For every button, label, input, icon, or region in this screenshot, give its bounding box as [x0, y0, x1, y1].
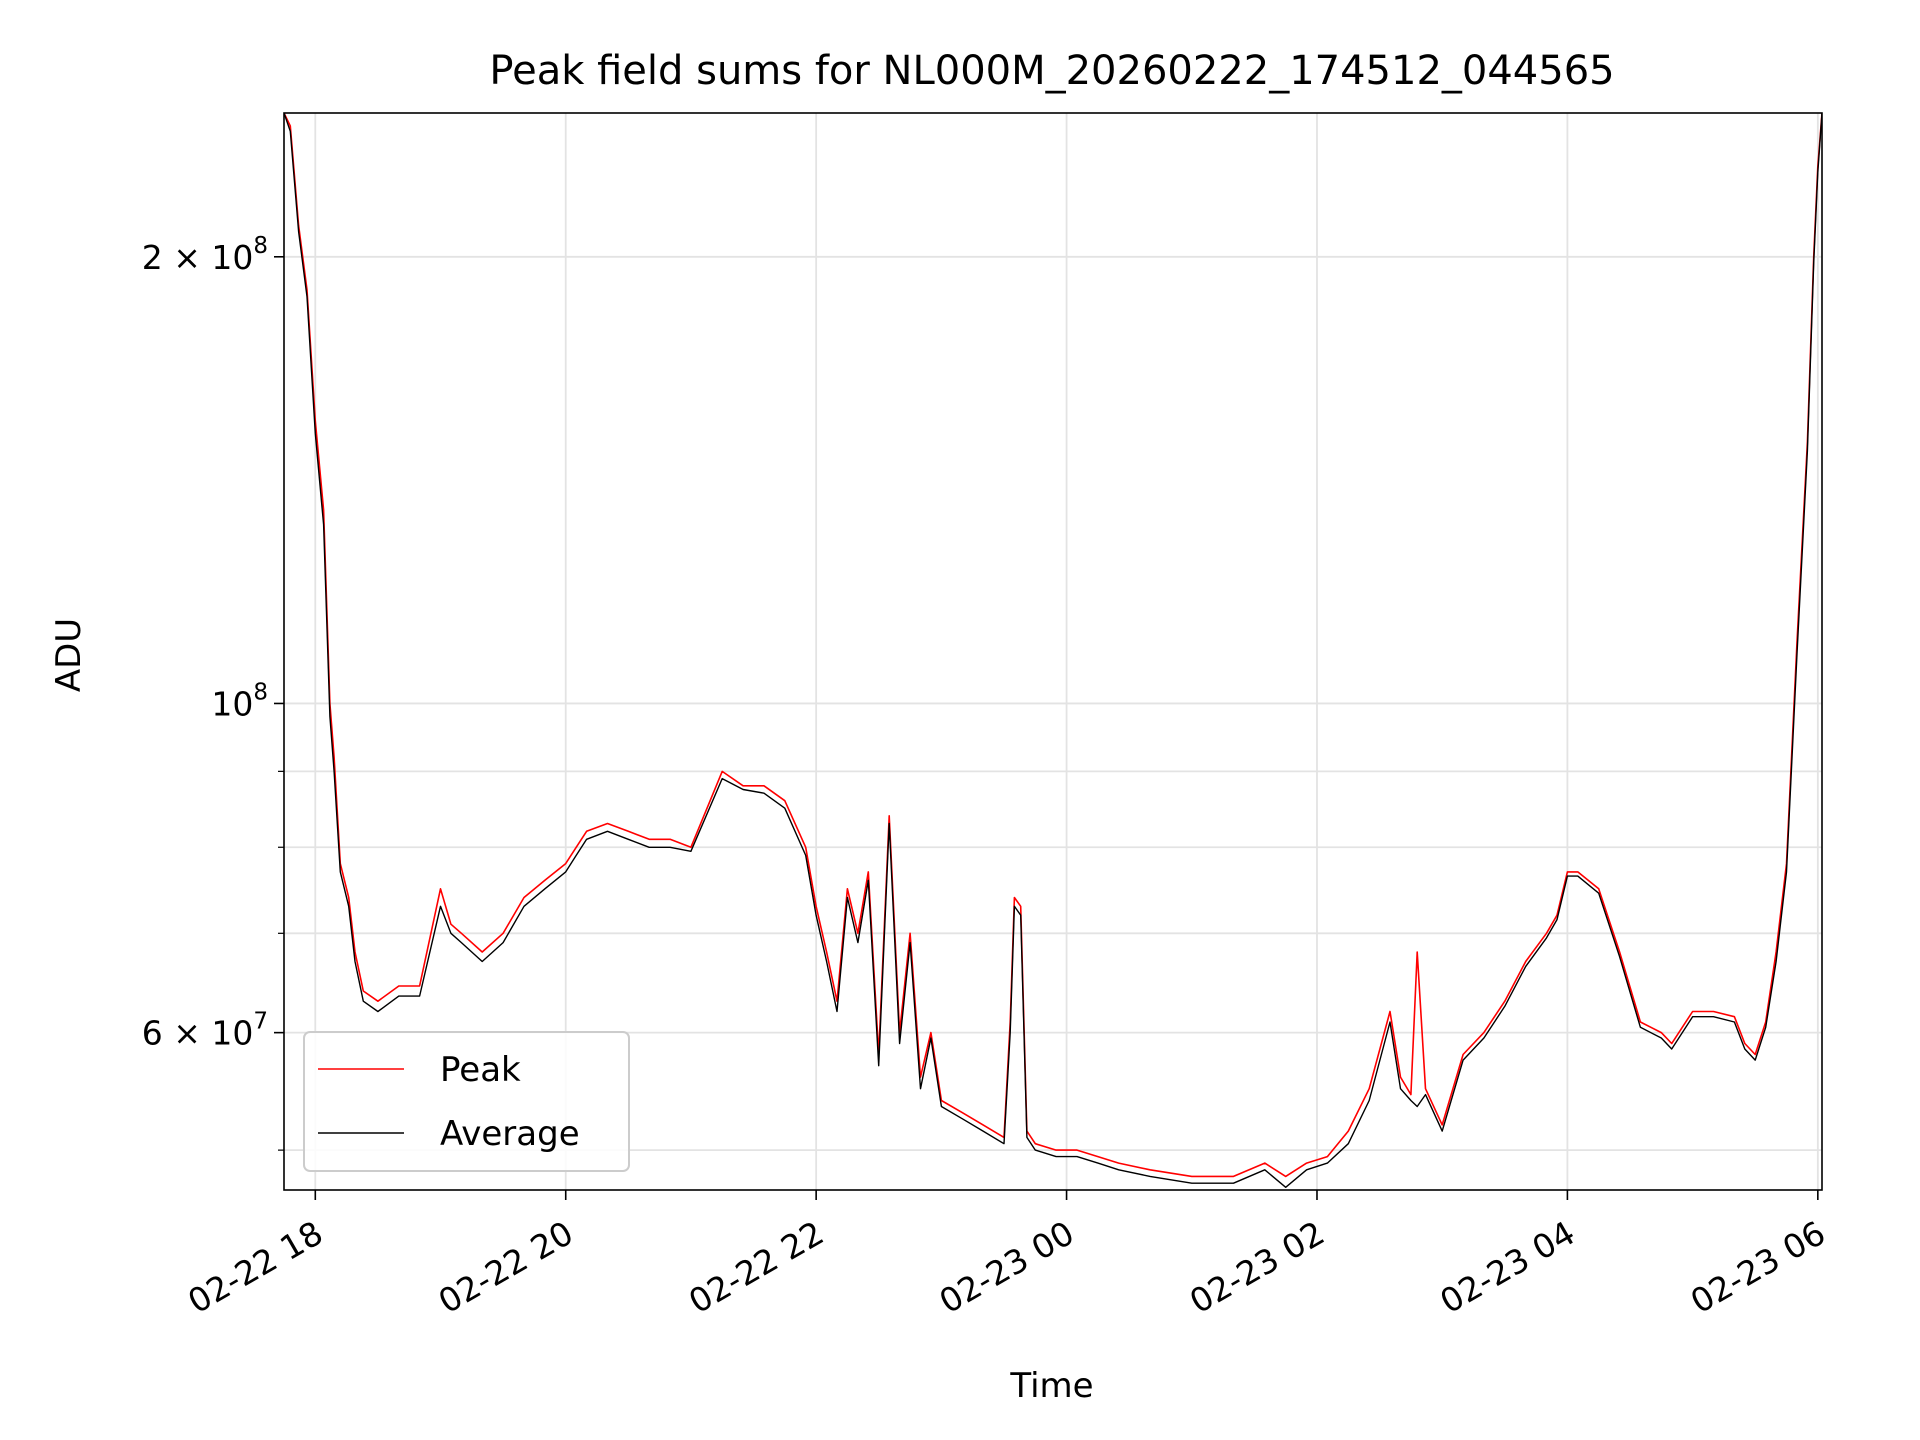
y-axis: 108 2 × 108 6 × 107 — [142, 233, 284, 1151]
legend-peak-label: Peak — [440, 1050, 521, 1090]
y-tick-label: 6 × 107 — [142, 1009, 268, 1053]
y-tick-label: 2 × 108 — [142, 233, 268, 277]
legend: Peak Average — [303, 1031, 630, 1172]
plot-frame — [283, 112, 1823, 1191]
y-axis-label: ADU — [49, 618, 89, 692]
series-layer — [284, 113, 1822, 1188]
x-axis-label: Time — [1009, 1366, 1093, 1406]
chart-title: Peak field sums for NL000M_20260222_1745… — [489, 48, 1614, 94]
legend-box — [303, 1031, 630, 1172]
legend-average-label: Average — [440, 1114, 580, 1154]
y-tick-label: 108 — [211, 679, 268, 723]
series-line-average — [284, 113, 1822, 1188]
